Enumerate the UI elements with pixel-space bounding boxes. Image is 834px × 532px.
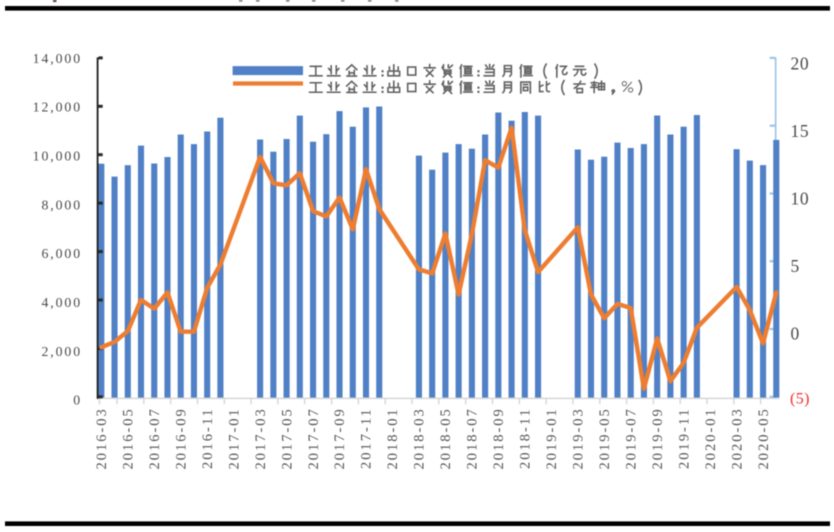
svg-text:10,000: 10,000	[33, 149, 82, 164]
svg-text:4,000: 4,000	[41, 295, 82, 310]
svg-text:2019-07: 2019-07	[623, 407, 639, 469]
svg-text:12,000: 12,000	[33, 100, 82, 115]
svg-text:2016-07: 2016-07	[147, 407, 163, 469]
svg-text:2019-11: 2019-11	[676, 407, 692, 469]
svg-text:2020-01: 2020-01	[703, 407, 719, 469]
svg-text:2017-09: 2017-09	[332, 407, 348, 469]
svg-text:2018-07: 2018-07	[465, 407, 481, 469]
svg-text:2020-03: 2020-03	[729, 407, 745, 469]
svg-text:10: 10	[791, 189, 810, 209]
svg-text:0: 0	[73, 393, 82, 408]
svg-text:2018-05: 2018-05	[438, 407, 454, 469]
svg-text:2017-01: 2017-01	[226, 407, 242, 469]
svg-text:20: 20	[791, 54, 810, 74]
svg-text:2019-05: 2019-05	[597, 407, 613, 469]
svg-text:2016-03: 2016-03	[94, 407, 110, 469]
svg-text:14,000: 14,000	[33, 51, 82, 66]
svg-text:2019-03: 2019-03	[571, 407, 587, 469]
svg-text:2017-05: 2017-05	[279, 407, 295, 469]
svg-text:2016-09: 2016-09	[173, 407, 189, 469]
svg-text:2018-01: 2018-01	[385, 407, 401, 469]
svg-text:2018-09: 2018-09	[491, 407, 507, 469]
svg-text:2017-11: 2017-11	[359, 407, 375, 469]
svg-text:2017-03: 2017-03	[253, 407, 269, 469]
svg-text:0: 0	[791, 323, 800, 343]
svg-text:2018-11: 2018-11	[518, 407, 534, 469]
svg-text:(5): (5)	[790, 391, 810, 408]
svg-text:2016-05: 2016-05	[121, 407, 137, 469]
svg-text:2020-05: 2020-05	[756, 407, 772, 469]
svg-text:2017-07: 2017-07	[306, 407, 322, 469]
svg-text:2019-01: 2019-01	[544, 407, 560, 469]
svg-text:6,000: 6,000	[41, 246, 82, 261]
svg-text:8,000: 8,000	[41, 197, 82, 212]
svg-text:2016-11: 2016-11	[200, 407, 216, 469]
svg-text:2019-09: 2019-09	[650, 407, 666, 469]
svg-text:2018-03: 2018-03	[412, 407, 428, 469]
svg-text:2,000: 2,000	[41, 344, 82, 359]
svg-text:5: 5	[791, 256, 800, 276]
svg-text:15: 15	[791, 121, 810, 141]
